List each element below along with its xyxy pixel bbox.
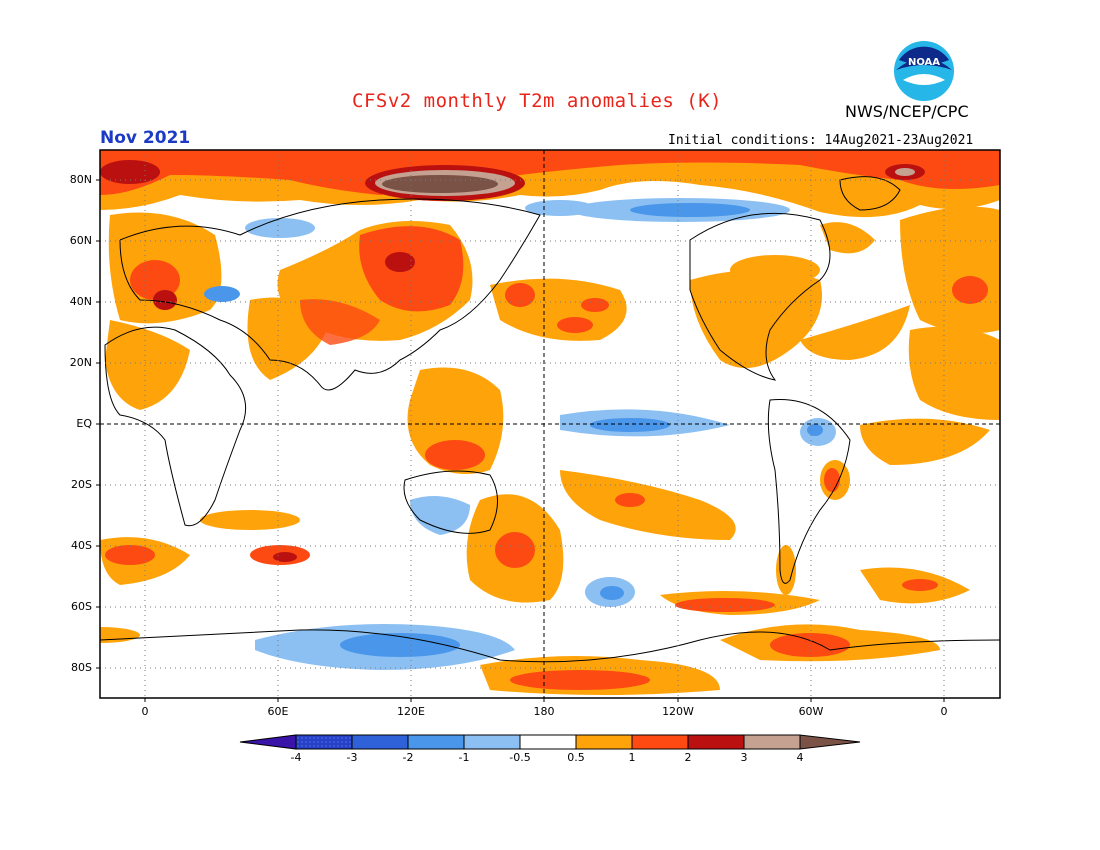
colorbar — [239, 734, 861, 750]
chart-title: CFSv2 monthly T2m anomalies (K) — [352, 90, 723, 112]
colorbar-bin — [295, 734, 353, 750]
lat-label-80s: 80S — [71, 661, 92, 674]
lon-label-60w: 60W — [798, 705, 824, 718]
logo-text: NOAA — [908, 57, 940, 68]
cold-australia — [410, 496, 470, 535]
colorbar-bin — [407, 734, 465, 750]
north-america-warm — [690, 270, 822, 368]
lat-label-eq: EQ — [76, 417, 92, 430]
colorbar-label: 4 — [796, 751, 804, 764]
colorbar-bin — [519, 734, 577, 750]
lon-label-0-east: 0 — [940, 705, 948, 718]
colorbar-bin — [687, 734, 745, 750]
lat-label-60n: 60N — [69, 234, 92, 247]
eurasia-coast — [119, 198, 541, 391]
australia-coast — [403, 470, 498, 534]
colorbar-label: -2 — [402, 751, 414, 764]
grid-lines — [100, 150, 1000, 698]
south-america-coast — [767, 399, 851, 584]
antarctica-coast — [100, 629, 1000, 663]
lon-label-120e: 120E — [397, 705, 425, 718]
agency-label: NWS/NCEP/CPC — [845, 102, 969, 121]
lon-label-180: 180 — [533, 705, 555, 718]
colorbar-label: -1 — [458, 751, 470, 764]
colorbar-bin — [631, 734, 689, 750]
colorbar-bin — [575, 734, 633, 750]
colorbar-label: -0.5 — [509, 751, 531, 764]
colorbar-label: 3 — [740, 751, 748, 764]
lon-label-120w: 120W — [662, 705, 694, 718]
north-america-coast — [689, 212, 831, 381]
colorbar-label: 0.5 — [567, 751, 585, 764]
anomaly-field — [100, 150, 1000, 695]
cold-caspian — [204, 286, 240, 302]
greenland-coast — [839, 176, 901, 211]
colorbar-label: -4 — [290, 751, 302, 764]
colorbar-bin — [743, 734, 801, 750]
colorbar-bin — [239, 734, 297, 750]
atlantic-warm — [900, 206, 1000, 334]
colorbar-label: 2 — [684, 751, 692, 764]
lat-label-20n: 20N — [69, 356, 92, 369]
colorbar-label: 1 — [628, 751, 636, 764]
siberia-strong — [359, 226, 464, 312]
africa-coast — [104, 326, 247, 527]
colorbar-bin — [463, 734, 521, 750]
colorbar-label: -3 — [346, 751, 358, 764]
lat-label-60s: 60S — [71, 600, 92, 613]
lat-label-40s: 40S — [71, 539, 92, 552]
lon-label-60e: 60E — [267, 705, 289, 718]
coastlines — [100, 176, 1000, 663]
initial-conditions: Initial conditions: 14Aug2021-23Aug2021 — [668, 133, 974, 148]
forecast-month: Nov 2021 — [100, 128, 191, 148]
colorbar-bin — [351, 734, 409, 750]
lat-label-20s: 20S — [71, 478, 92, 491]
lat-label-40n: 40N — [69, 295, 92, 308]
arctic-core-brown — [382, 175, 498, 193]
colorbar-bin — [799, 734, 861, 750]
noaa-logo: NOAA — [894, 41, 954, 101]
lon-label-0: 0 — [141, 705, 149, 718]
arctic-strong-band — [100, 150, 1000, 195]
south-pacific-warm — [560, 470, 736, 540]
lat-label-80n: 80N — [69, 173, 92, 186]
